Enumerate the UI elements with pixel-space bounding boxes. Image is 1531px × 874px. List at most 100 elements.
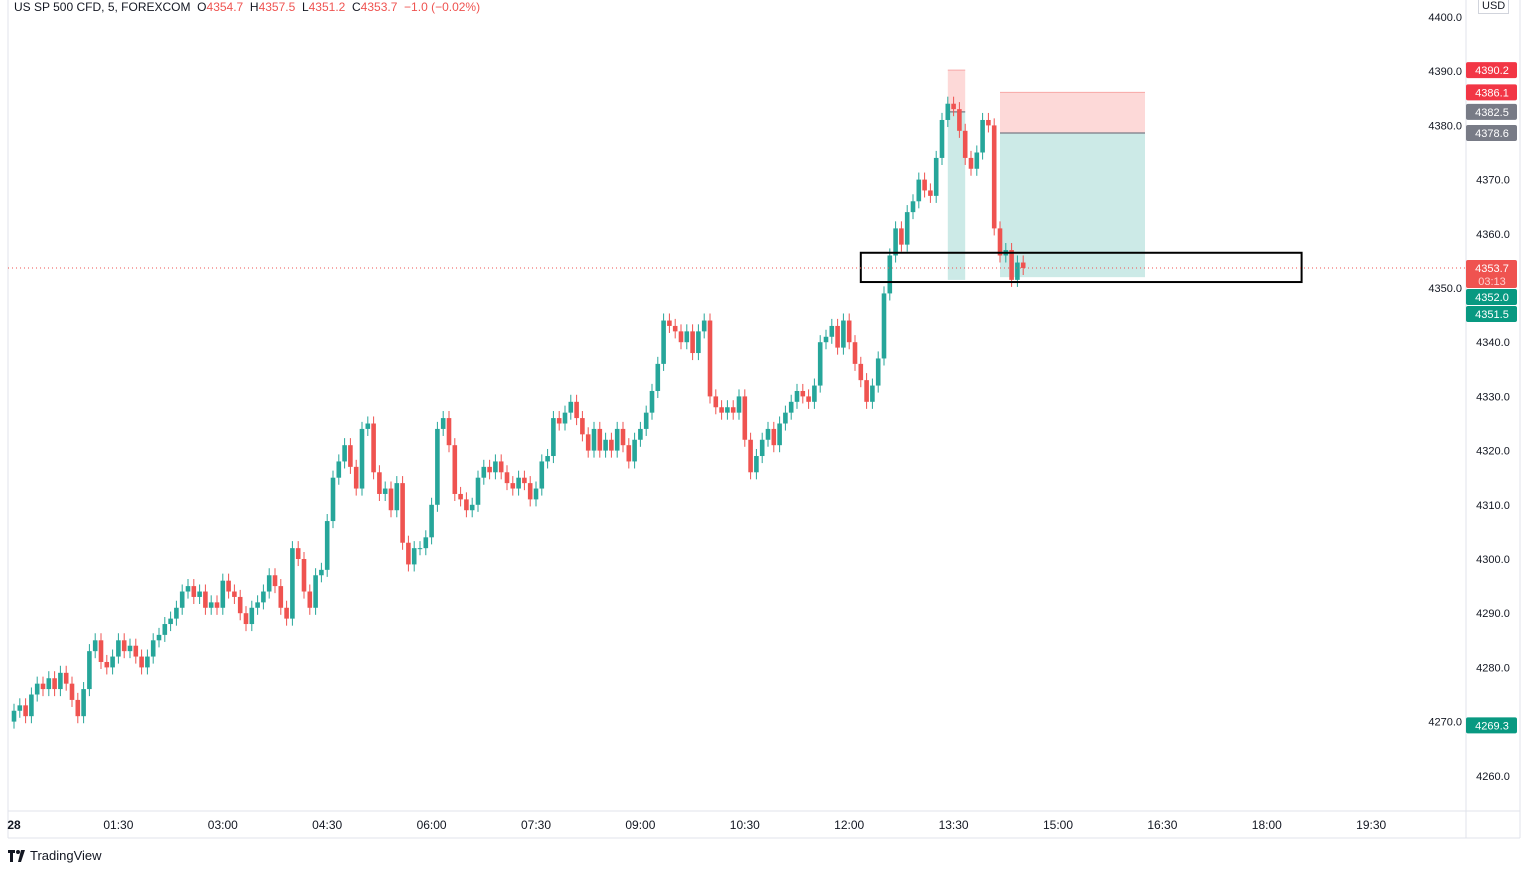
candle-body — [899, 228, 904, 245]
candle-body — [522, 477, 527, 484]
candle-body — [197, 591, 202, 597]
candle-body — [174, 607, 179, 619]
price-tick-label: 4330.0 — [1476, 391, 1510, 403]
zone-rectangle — [859, 251, 1303, 284]
candle-body — [446, 418, 452, 446]
candle-body — [104, 661, 110, 668]
candle-body — [667, 320, 672, 326]
candle-body — [191, 586, 197, 597]
candle-body — [649, 390, 655, 413]
candle-body — [904, 212, 910, 245]
candle-body — [46, 678, 52, 690]
candle-body — [185, 586, 191, 592]
candle-body — [701, 320, 707, 332]
candle-body — [278, 586, 284, 608]
candle-body — [255, 602, 260, 608]
candle-body — [11, 710, 17, 722]
candle-body — [829, 325, 835, 337]
candle-body — [284, 607, 289, 619]
candle-body — [736, 396, 742, 413]
candle-body — [133, 645, 139, 657]
candle-body — [458, 493, 463, 500]
price-tick-label: 4350.0 — [1428, 283, 1462, 295]
candle-body — [98, 640, 104, 662]
candle-body — [75, 699, 81, 717]
candle-body — [295, 548, 301, 559]
time-tick-label: 18:00 — [1252, 818, 1282, 832]
tradingview-logo[interactable]: TradingView — [8, 848, 102, 863]
candle-body — [371, 423, 376, 473]
candle-body — [545, 456, 550, 462]
candle-body — [533, 488, 539, 500]
price-tick-label: 4290.0 — [1476, 608, 1510, 620]
currency-button[interactable]: USD — [1478, 0, 1510, 14]
candle-body — [986, 119, 991, 126]
candle-body — [110, 656, 115, 668]
candle-body — [864, 380, 869, 402]
candle-body — [417, 548, 423, 550]
candle-body — [609, 439, 614, 451]
candle-body — [203, 591, 208, 608]
candle-body — [858, 363, 864, 381]
candle-body — [92, 640, 98, 652]
candle-body — [539, 461, 545, 489]
close-value: 4353.7 — [360, 0, 398, 14]
candle-body — [765, 428, 771, 440]
candle-body — [777, 423, 782, 446]
price-tick-label: 4390.0 — [1428, 66, 1462, 78]
candle-body — [411, 548, 417, 565]
price-tick-label: 4280.0 — [1476, 662, 1510, 674]
candle-body — [139, 656, 144, 668]
time-tick-label: 07:30 — [521, 818, 551, 832]
candle-body — [34, 683, 40, 695]
candle-body — [359, 428, 365, 489]
candle-body — [957, 109, 962, 131]
candle-body — [516, 477, 521, 489]
candle-body — [469, 504, 475, 511]
candle-body — [301, 559, 307, 592]
time-tick-label: 13:30 — [939, 818, 969, 832]
change-value: −1.0 (−0.02%) — [404, 0, 481, 14]
candle-body — [922, 179, 927, 191]
time-tick-label: 03:00 — [208, 818, 238, 832]
candle-body — [754, 456, 759, 473]
price-tick-label: 4380.0 — [1428, 120, 1462, 132]
candle-body — [725, 407, 730, 413]
candle-body — [684, 331, 690, 343]
price-label-text: 4269.3 — [1475, 720, 1509, 732]
candle-body — [916, 179, 922, 202]
candle-body — [261, 591, 266, 603]
candle-body — [713, 396, 719, 408]
candle-body — [266, 575, 272, 592]
candle-body — [939, 119, 945, 158]
candle-body — [771, 428, 777, 446]
price-label-text: 4386.1 — [1475, 87, 1509, 99]
candle-body — [475, 477, 481, 505]
candle-body — [168, 618, 173, 625]
candle-body — [945, 103, 951, 120]
candle-body — [342, 445, 347, 462]
candle-body — [551, 418, 556, 457]
candle-body — [58, 672, 63, 690]
symbol-title[interactable]: US SP 500 CFD, 5, FOREXCOM — [14, 0, 191, 14]
candle-body — [527, 483, 533, 500]
price-label-text: 4352.0 — [1475, 292, 1509, 304]
candle-body — [910, 201, 916, 213]
candle-body — [806, 396, 811, 402]
candle-body — [672, 325, 678, 332]
candle-body — [620, 428, 626, 446]
time-tick-label: 06:00 — [417, 818, 447, 832]
candle-body — [1015, 262, 1020, 280]
price-tick-label: 4260.0 — [1476, 771, 1510, 783]
candle-body — [962, 130, 968, 158]
candle-body — [406, 542, 411, 565]
price-tick-label: 4360.0 — [1476, 229, 1510, 241]
candle-body — [690, 331, 695, 354]
candle-body — [556, 418, 562, 424]
candle-body — [464, 499, 469, 511]
candle-body — [574, 401, 579, 419]
candle-body — [783, 412, 788, 424]
candle-body — [655, 363, 661, 391]
candle-body — [812, 385, 817, 402]
